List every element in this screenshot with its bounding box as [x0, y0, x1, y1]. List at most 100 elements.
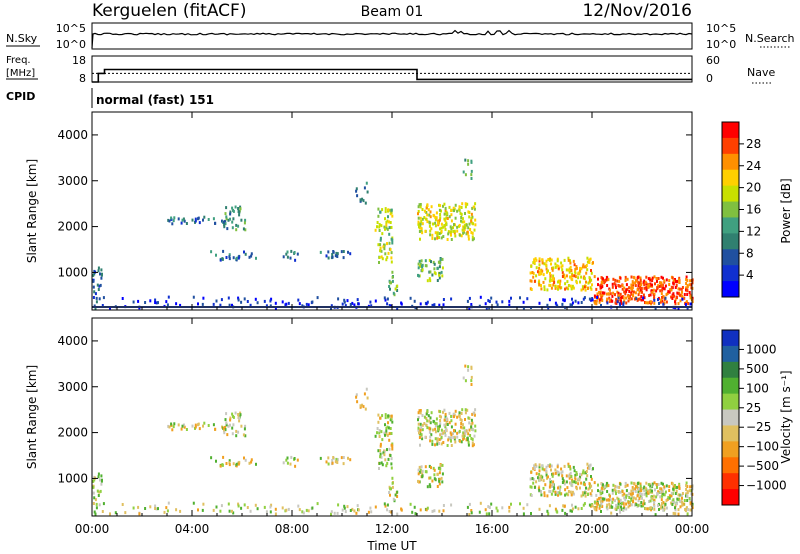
power-echo-cell [601, 279, 604, 282]
power-echo-cell [235, 223, 238, 227]
velocity-echo-cell [658, 508, 660, 511]
power-echo-cell [550, 258, 553, 262]
power-echo-cell [355, 187, 358, 191]
velocity-colorbar-label-tick: −1000 [746, 479, 787, 493]
power-echo-cell [561, 275, 564, 278]
velocity-echo-cell [426, 419, 429, 423]
velocity-echo-cell [421, 423, 424, 427]
velocity-echo-cell [250, 458, 253, 462]
velocity-echo-cell [465, 438, 468, 442]
velocity-echo-cell [465, 429, 468, 433]
velocity-echo-cell [433, 473, 436, 477]
velocity-echo-cell [586, 466, 589, 470]
power-echo-cell [433, 262, 436, 266]
noise-panel-frame [91, 22, 693, 50]
power-echo-cell [463, 220, 466, 224]
power-echo-cell [654, 282, 656, 286]
velocity-echo-cell [390, 462, 393, 466]
power-echo-cell [554, 301, 557, 305]
power-echo-cell [540, 272, 543, 276]
velocity-echo-cell [623, 505, 626, 509]
velocity-echo-cell [544, 483, 547, 487]
power-colorbar-block [722, 249, 739, 266]
velocity-echo-cell [661, 489, 664, 493]
power-echo-cell [667, 290, 670, 294]
power-echo-cell [610, 299, 613, 303]
velocity-echo-cell [462, 376, 465, 380]
velocity-echo-cell [386, 448, 388, 452]
power-echo-cell [441, 274, 444, 278]
velocity-echo-cell [194, 425, 197, 429]
velocity-echo-cell [595, 493, 598, 497]
velocity-echo-cell [653, 503, 656, 507]
velocity-echo-cell [417, 428, 420, 432]
velocity-echo-cell [449, 431, 452, 435]
velocity-echo-cell [390, 414, 393, 418]
velocity-echo-cell [571, 503, 573, 507]
velocity-echo-cell [635, 485, 637, 488]
velocity-echo-cell [470, 422, 473, 426]
power-echo-cell [454, 216, 457, 220]
power-echo-cell [442, 225, 445, 229]
velocity-echo-cell [463, 426, 466, 430]
velocity-echo-cell [569, 465, 571, 469]
velocity-echo-cell [425, 423, 428, 427]
power-echo-cell [454, 234, 457, 238]
power-echo-cell [548, 258, 551, 262]
power-echo-cell [689, 295, 692, 299]
power-echo-cell [396, 284, 399, 288]
velocity-echo-cell [540, 493, 543, 497]
velocity-echo-cell [637, 503, 640, 507]
power-echo-cell [282, 255, 285, 259]
velocity-echo-cell [615, 503, 618, 507]
power-echo-cell [571, 272, 574, 276]
velocity-echo-cell [223, 429, 226, 433]
power-echo-cell [450, 209, 453, 212]
power-ytick-label: 2000 [57, 220, 88, 234]
velocity-echo-cell [387, 421, 389, 425]
power-echo-cell [459, 211, 462, 215]
power-echo-cell [440, 257, 442, 261]
velocity-echo-cell [301, 510, 304, 514]
power-echo-cell [263, 299, 266, 303]
power-echo-cell [460, 206, 463, 209]
power-echo-cell [175, 302, 178, 306]
velocity-echo-cell [387, 414, 390, 418]
velocity-echo-cell [667, 496, 670, 500]
velocity-echo-cell [99, 478, 101, 482]
velocity-echo-cell [254, 503, 257, 507]
velocity-echo-cell [582, 482, 585, 486]
velocity-echo-cell [552, 483, 555, 487]
power-echo-cell [165, 300, 168, 304]
power-echo-cell [566, 280, 569, 284]
velocity-echo-cell [571, 509, 573, 513]
power-echo-cell [562, 273, 565, 277]
power-echo-cell [417, 210, 420, 213]
velocity-echo-cell [567, 493, 570, 497]
power-echo-cell [653, 275, 656, 279]
velocity-echo-cell [265, 510, 268, 514]
velocity-echo-cell [676, 497, 679, 501]
power-echo-cell [419, 302, 422, 306]
power-echo-cell [426, 300, 429, 304]
velocity-echo-cell [447, 438, 450, 442]
velocity-echo-cell [587, 492, 589, 496]
power-echo-cell [556, 264, 559, 268]
power-echo-cell [378, 223, 381, 227]
power-echo-cell [567, 287, 570, 291]
velocity-echo-cell [428, 476, 431, 480]
power-echo-cell [420, 259, 423, 263]
velocity-echo-cell [652, 494, 655, 498]
power-echo-cell [361, 197, 364, 201]
velocity-colorbar-label-tick: −100 [746, 440, 779, 454]
velocity-echo-cell [666, 498, 669, 501]
velocity-echo-cell [441, 480, 444, 484]
power-echo-cell [588, 297, 591, 301]
velocity-echo-cell [606, 507, 609, 511]
power-echo-cell [228, 253, 231, 257]
power-colorbar-label: Power [dB] [779, 178, 793, 243]
power-echo-cell [269, 304, 272, 308]
power-echo-cell [192, 295, 195, 299]
power-echo-cell [537, 281, 540, 285]
velocity-echo-cell [443, 408, 446, 412]
